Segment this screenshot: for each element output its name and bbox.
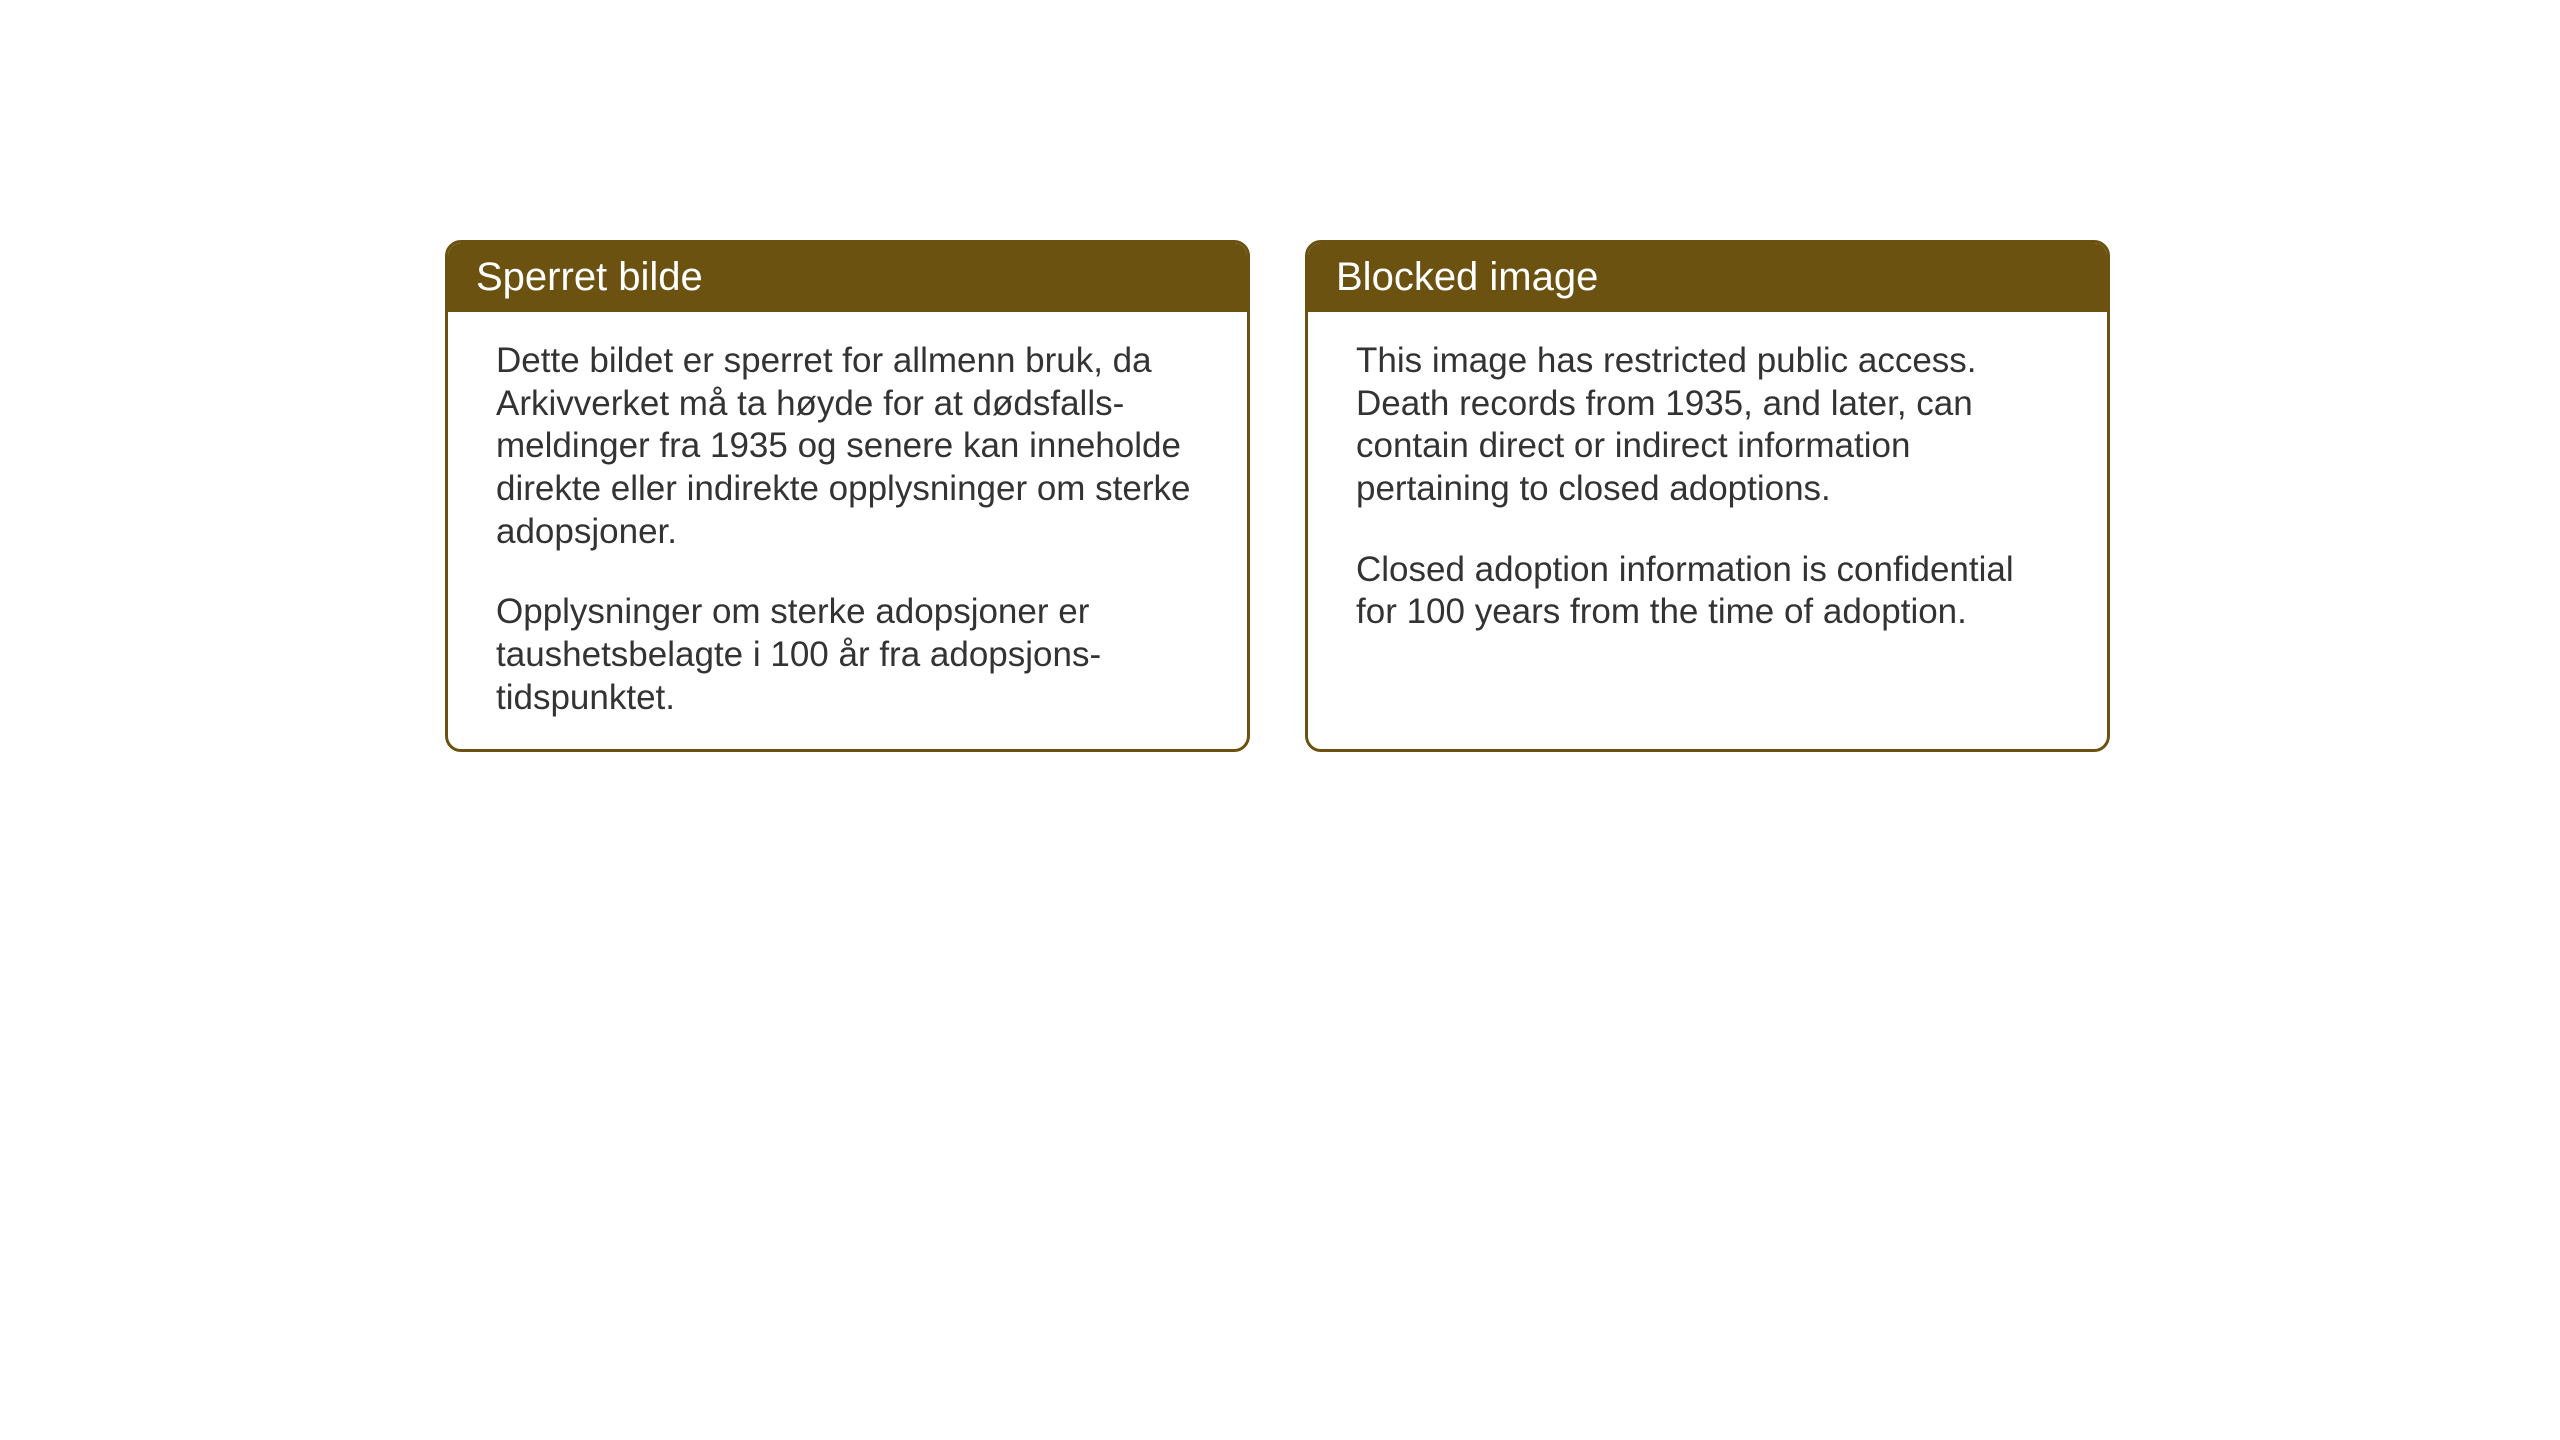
notice-paragraph-1-english: This image has restricted public access.…: [1356, 340, 2059, 511]
notice-container: Sperret bilde Dette bildet er sperret fo…: [445, 240, 2110, 752]
notice-paragraph-2-english: Closed adoption information is confident…: [1356, 549, 2059, 634]
notice-box-english: Blocked image This image has restricted …: [1305, 240, 2110, 752]
notice-title-norwegian: Sperret bilde: [476, 255, 703, 299]
notice-body-english: This image has restricted public access.…: [1308, 312, 2107, 662]
notice-box-norwegian: Sperret bilde Dette bildet er sperret fo…: [445, 240, 1250, 752]
notice-paragraph-2-norwegian: Opplysninger om sterke adopsjoner er tau…: [496, 591, 1199, 719]
notice-header-english: Blocked image: [1308, 243, 2107, 312]
notice-body-norwegian: Dette bildet er sperret for allmenn bruk…: [448, 312, 1247, 748]
notice-paragraph-1-norwegian: Dette bildet er sperret for allmenn bruk…: [496, 340, 1199, 553]
notice-header-norwegian: Sperret bilde: [448, 243, 1247, 312]
notice-title-english: Blocked image: [1336, 255, 1598, 299]
